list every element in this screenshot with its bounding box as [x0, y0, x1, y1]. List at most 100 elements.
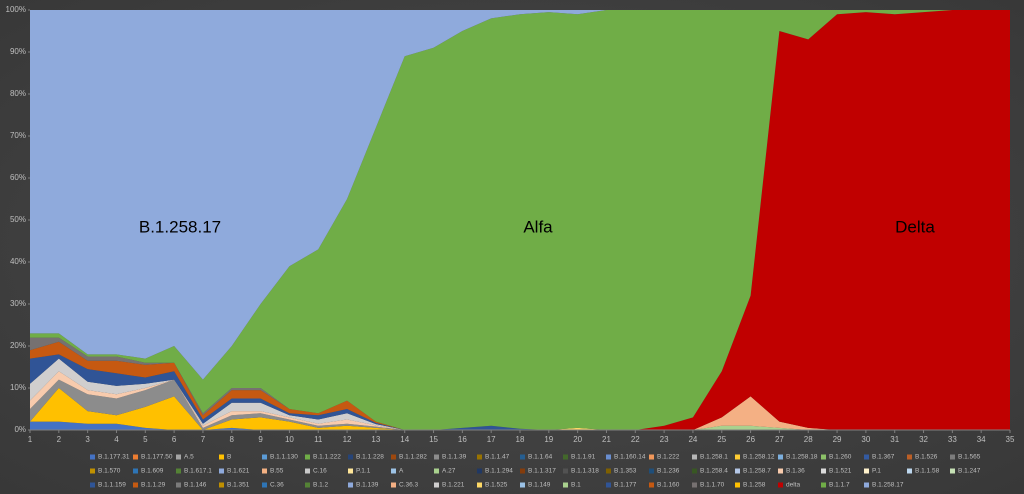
legend-swatch: [821, 454, 826, 460]
legend-swatch: [864, 468, 869, 474]
legend-label: B.1.1.130: [270, 454, 298, 461]
legend-swatch: [133, 482, 138, 488]
legend-label: B.1.177.50: [141, 454, 173, 461]
legend-swatch: [90, 482, 95, 488]
legend-swatch: [391, 482, 396, 488]
legend-swatch: [692, 454, 697, 460]
legend-label: B.55: [270, 468, 284, 475]
y-tick-label: 80%: [10, 89, 26, 98]
legend-label: B.1.258.17: [872, 482, 904, 489]
x-tick-label: 3: [85, 435, 90, 444]
legend-swatch: [90, 468, 95, 474]
legend-swatch: [305, 482, 310, 488]
legend-label: B.1.36: [786, 468, 805, 475]
x-tick-label: 31: [890, 435, 899, 444]
x-tick-label: 9: [258, 435, 263, 444]
x-tick-label: 15: [429, 435, 438, 444]
area: [30, 379, 1010, 430]
legend-label: B.1.258.1: [700, 454, 728, 461]
legend-swatch: [606, 468, 611, 474]
x-tick-label: 24: [688, 435, 697, 444]
area: [30, 371, 1010, 430]
legend-label: B.1.1.294: [485, 468, 513, 475]
legend-label: B.1.1.222: [313, 454, 341, 461]
legend-swatch: [262, 482, 267, 488]
legend-label: B.1.1.70: [700, 482, 725, 489]
y-tick-label: 40%: [10, 257, 26, 266]
x-tick-label: 8: [230, 435, 235, 444]
legend-swatch: [563, 482, 568, 488]
legend-swatch: [520, 454, 525, 460]
legend-label: B.1.570: [98, 468, 121, 475]
legend-label: B.1.367: [872, 454, 895, 461]
x-tick-label: 34: [977, 435, 986, 444]
x-tick-label: 22: [631, 435, 640, 444]
y-tick-label: 20%: [10, 341, 26, 350]
legend-swatch: [176, 454, 181, 460]
annotation: B.1.258.17: [139, 217, 221, 236]
legend-label: B.1.621: [227, 468, 250, 475]
legend-label: B.1.149: [528, 482, 551, 489]
legend-swatch: [649, 454, 654, 460]
y-tick-label: 30%: [10, 299, 26, 308]
legend-label: B.1.1.47: [485, 454, 510, 461]
legend-swatch: [520, 468, 525, 474]
x-tick-label: 12: [343, 435, 352, 444]
y-tick-label: 90%: [10, 47, 26, 56]
legend-swatch: [305, 454, 310, 460]
legend-label: P.1.1: [356, 468, 371, 475]
legend-label: B.1.1.91: [571, 454, 596, 461]
x-tick-label: 29: [833, 435, 842, 444]
legend-swatch: [477, 468, 482, 474]
legend-label: B.1.1.228: [356, 454, 384, 461]
y-tick-label: 50%: [10, 215, 26, 224]
x-tick-label: 10: [285, 435, 294, 444]
legend-label: B.1.260: [829, 454, 852, 461]
legend-swatch: [778, 454, 783, 460]
x-tick-label: 14: [400, 435, 409, 444]
legend-label: B.1.617.1: [184, 468, 212, 475]
legend-label: B.1.160: [657, 482, 680, 489]
legend-swatch: [735, 468, 740, 474]
legend-label: B.1.177: [614, 482, 637, 489]
legend-label: B.1.139: [356, 482, 379, 489]
area: [30, 371, 1010, 430]
legend-label: B.1.565: [958, 454, 981, 461]
legend-swatch: [907, 454, 912, 460]
legend-swatch: [262, 454, 267, 460]
legend-label: B.1.1.159: [98, 482, 126, 489]
x-tick-label: 25: [717, 435, 726, 444]
legend-swatch: [864, 454, 869, 460]
legend-label: B.1.521: [829, 468, 852, 475]
y-tick-label: 10%: [10, 383, 26, 392]
x-tick-label: 13: [371, 435, 380, 444]
annotation: Alfa: [523, 217, 553, 236]
legend-label: B.1.258.4: [700, 468, 728, 475]
legend-swatch: [434, 482, 439, 488]
legend-label: C.36: [270, 482, 284, 489]
legend-label: B.1.353: [614, 468, 637, 475]
x-tick-label: 19: [544, 435, 553, 444]
legend-swatch: [348, 468, 353, 474]
legend-swatch: [563, 454, 568, 460]
legend-swatch: [133, 468, 138, 474]
y-tick-label: 0%: [14, 425, 26, 434]
legend-label: B.1.258: [743, 482, 766, 489]
legend-label: B.1.1.39: [442, 454, 467, 461]
legend-swatch: [864, 482, 869, 488]
legend-label: B.1.351: [227, 482, 250, 489]
legend-swatch: [778, 482, 783, 488]
legend-swatch: [778, 468, 783, 474]
legend-label: P.1: [872, 468, 881, 475]
legend-swatch: [434, 468, 439, 474]
legend-label: B.1.160.14: [614, 454, 646, 461]
x-tick-label: 26: [746, 435, 755, 444]
legend-swatch: [735, 482, 740, 488]
x-tick-label: 1: [28, 435, 33, 444]
legend-label: B.1.1.7: [829, 482, 850, 489]
legend-swatch: [133, 454, 138, 460]
area: [30, 358, 1010, 430]
legend-label: B.1.177.31: [98, 454, 130, 461]
legend-swatch: [692, 482, 697, 488]
